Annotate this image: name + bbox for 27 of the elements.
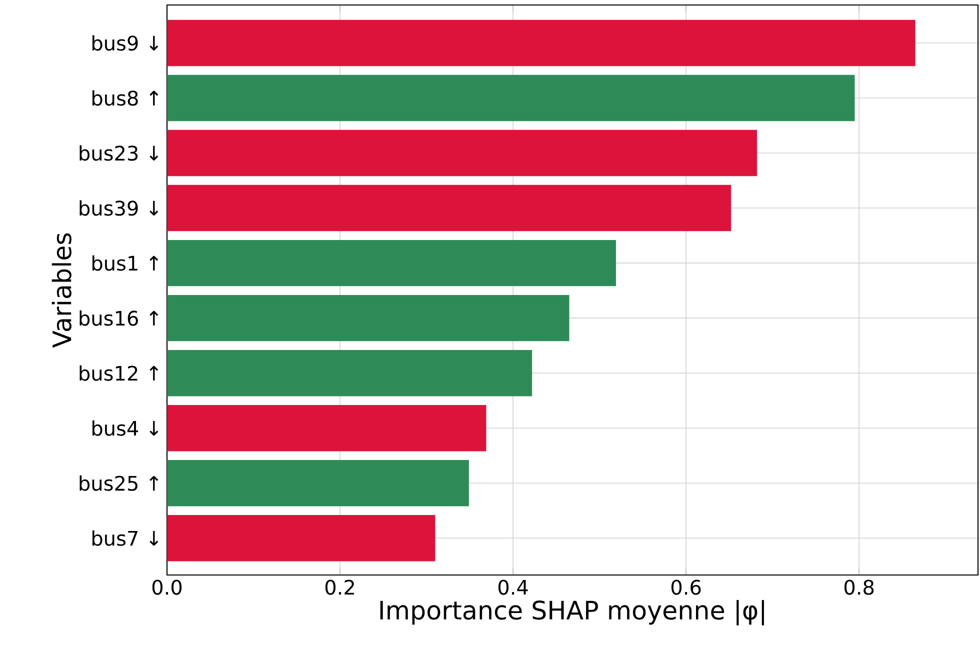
y-tick-label: bus23 ↓ [80,145,158,161]
bar [167,515,436,562]
y-tick-label: bus9 ↓ [92,35,158,51]
bar [167,294,570,342]
x-tick-label: 0.4 [498,580,528,595]
x-tick-label: 0.8 [844,580,874,595]
bar [167,350,532,396]
y-tick-label: bus8 ↑ [92,90,158,106]
bar [167,460,469,506]
bar [167,130,757,176]
bar [167,184,732,232]
bar [167,405,486,452]
y-tick-label: bus12 ↑ [80,365,158,381]
y-tick-label: bus4 ↓ [92,420,158,436]
x-tick-label: 0.0 [152,580,182,595]
x-tick-label: 0.6 [671,580,701,595]
x-axis-title: Importance SHAP moyenne |φ| [380,600,764,626]
bar [167,74,855,122]
y-tick-label: bus1 ↑ [92,255,158,271]
bar [167,240,616,286]
y-axis-title: Variables [52,233,72,348]
y-tick-label: bus7 ↓ [92,530,158,546]
bar [167,20,916,66]
y-tick-label: bus25 ↑ [80,475,158,491]
x-tick-label: 0.2 [325,580,354,595]
y-tick-label: bus39 ↓ [80,200,158,216]
y-tick-label: bus16 ↑ [80,310,158,326]
